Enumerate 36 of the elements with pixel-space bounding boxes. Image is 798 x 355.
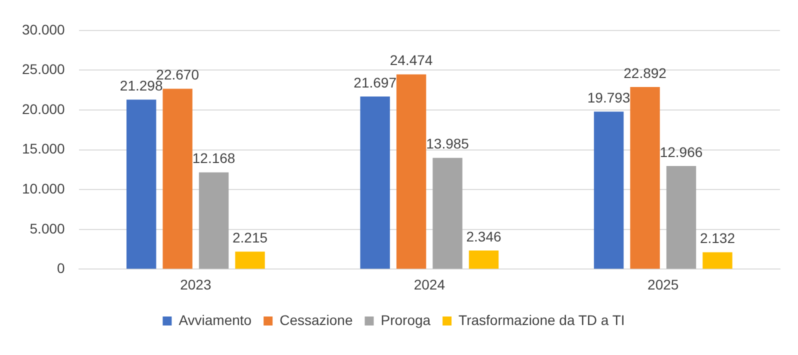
legend-label: Proroga	[380, 312, 431, 328]
bar	[396, 74, 426, 269]
bar	[468, 250, 499, 269]
legend-label: Trasformazione da TD a TI	[458, 312, 625, 328]
data-label: 2.215	[232, 229, 268, 246]
y-tick-label: 0	[57, 260, 66, 276]
bar	[126, 100, 156, 269]
x-tick-label: 2025	[648, 276, 679, 292]
data-label: 22.892	[624, 64, 667, 81]
bar	[630, 86, 660, 269]
data-label: 2.346	[466, 228, 502, 244]
data-label: 24.474	[390, 52, 433, 68]
bar	[198, 172, 229, 269]
bar	[666, 166, 696, 269]
bar	[235, 252, 265, 269]
bar	[360, 96, 390, 269]
y-tick-label: 30.000	[22, 21, 66, 38]
y-tick-label: 10.000	[22, 180, 66, 196]
bar	[702, 252, 732, 269]
bar	[162, 88, 192, 269]
y-tick-label: 5.000	[30, 220, 66, 236]
y-tick-label: 15.000	[22, 140, 66, 157]
bar	[594, 112, 624, 269]
data-label: 12.168	[192, 150, 236, 166]
data-label: 13.985	[426, 136, 470, 152]
y-tick-label: 20.000	[22, 100, 66, 117]
data-label: 2.132	[700, 230, 736, 246]
data-label: 19.793	[587, 90, 630, 106]
bar	[432, 158, 462, 269]
data-label: 12.966	[660, 144, 703, 160]
x-tick-label: 2023	[180, 276, 212, 292]
data-label: 21.697	[354, 74, 397, 90]
x-tick-label: 2024	[414, 276, 446, 292]
legend-label: Cessazione	[280, 312, 353, 328]
legend-label: Avviamento	[178, 312, 252, 328]
y-tick-label: 25.000	[22, 61, 66, 78]
